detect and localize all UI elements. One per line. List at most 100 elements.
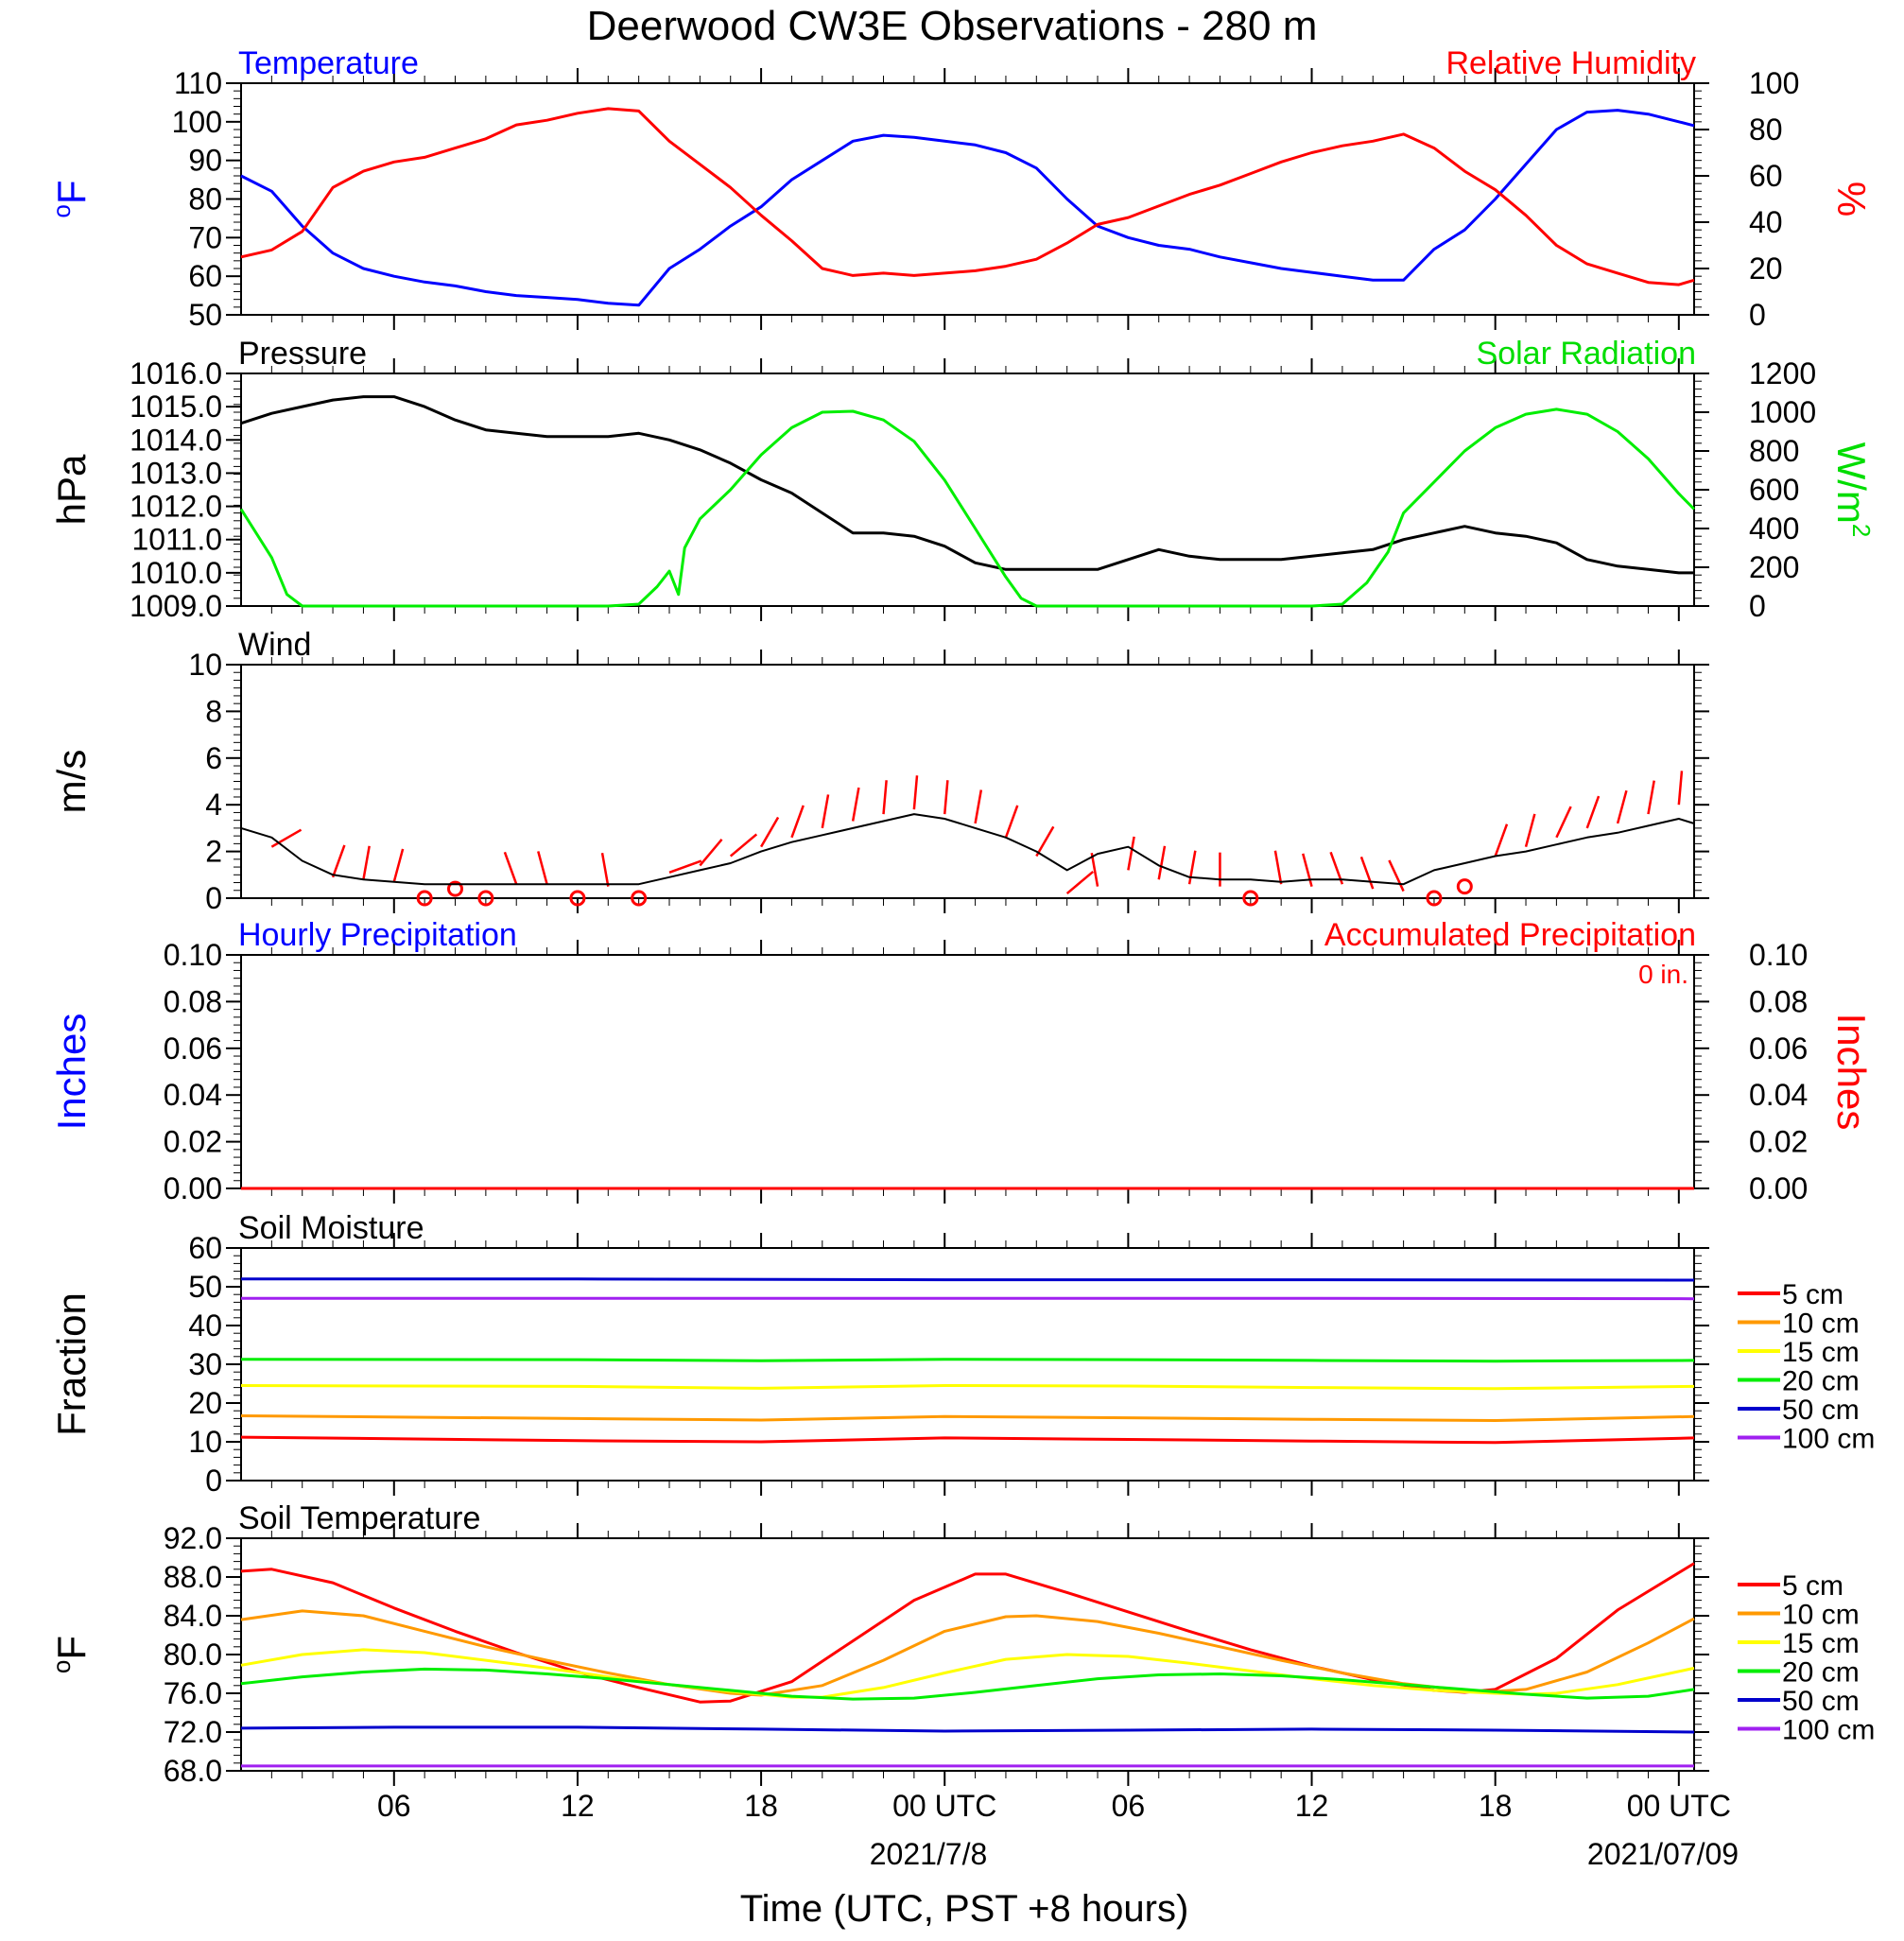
series-line-5-cm (240, 1435, 1695, 1445)
series-line-solar-radiation (239, 407, 1696, 608)
wind-barb (1585, 795, 1601, 829)
wind-barb-calm (477, 890, 494, 907)
wind-barb (362, 845, 371, 880)
legend-label: 5 cm (1782, 1279, 1843, 1310)
wind-barb-calm (631, 890, 648, 907)
y-tick-label-left: 100 (172, 105, 222, 139)
wind-barb (1004, 805, 1019, 839)
y-tick-label-right: 0.04 (1749, 1078, 1808, 1112)
x-tick-label: 12 (561, 1789, 595, 1823)
y-tick-label-right: 0 (1749, 298, 1766, 332)
y-tick-label-left: 0 (205, 881, 222, 915)
legend-label: 50 cm (1782, 1686, 1860, 1717)
y-tick-label-left: 80 (188, 182, 222, 217)
y-tick-label-right: 0 (1749, 589, 1766, 623)
y-tick-label-left: 1013.0 (130, 456, 222, 490)
y-tick-label-right: 0.00 (1749, 1171, 1808, 1205)
wind-barb (790, 805, 805, 839)
y-tick-label-left: 1011.0 (132, 523, 223, 557)
series-line-10-cm (240, 1414, 1695, 1422)
y-axis-label-left: oF (47, 180, 94, 217)
wind-barb-calm (1456, 878, 1473, 895)
y-tick-label-left: 30 (188, 1347, 222, 1381)
y-axis-label-right: Inches (1829, 1014, 1874, 1131)
series-line-relative-humidity (240, 107, 1695, 286)
plot-frame (240, 664, 1695, 899)
series-line-pressure (240, 395, 1694, 575)
wind-barb (668, 859, 702, 875)
wind-barb (699, 839, 723, 867)
legend-label: 5 cm (1782, 1570, 1843, 1602)
y-tick-label-right: 0.06 (1749, 1031, 1808, 1066)
panel-4: 0.10 0.08 0.06 0.04 0.02 0.00 0.10 0.08 0.06 0.04… (49, 917, 1874, 1205)
wind-barb (1647, 780, 1655, 815)
panel-title-right: Solar Radiation (1477, 336, 1696, 372)
x-tick-label: 12 (1295, 1789, 1329, 1823)
wind-barb (1677, 771, 1684, 806)
y-tick-label-right: 0.10 (1749, 938, 1808, 972)
x-tick-label: 00 UTC (892, 1789, 996, 1823)
y-tick-label-right: 60 (1749, 159, 1783, 193)
wind-barb (270, 828, 303, 848)
legend-label: 15 cm (1782, 1337, 1860, 1368)
plot-frame (240, 82, 1695, 316)
series-line-20-cm (240, 1358, 1695, 1363)
y-tick-label-right: 0.02 (1749, 1125, 1808, 1159)
wind-barb (851, 787, 860, 822)
series-line-15-cm (240, 1648, 1695, 1699)
wind-barb (537, 851, 548, 885)
y-tick-label-left: 68.0 (164, 1754, 222, 1788)
y-tick-label-left: 110 (174, 66, 222, 100)
wind-barb (1359, 856, 1375, 890)
y-tick-label-right: 200 (1749, 550, 1799, 584)
y-tick-label-left: 6 (205, 741, 222, 775)
y-tick-label-left: 0 (205, 1464, 222, 1498)
y-axis-label-left: oF (47, 1636, 94, 1673)
y-tick-label-left: 60 (188, 259, 222, 293)
wind-barb-calm (416, 890, 433, 907)
panel-title-left: Wind (238, 627, 311, 663)
y-tick-label-left: 70 (188, 220, 222, 254)
y-tick-label-right: 400 (1749, 511, 1799, 546)
series-line-temperature (240, 109, 1695, 307)
plot-frame (240, 1247, 1695, 1482)
panel-title-left: Soil Temperature (238, 1500, 480, 1536)
series-line-10-cm (240, 1609, 1695, 1697)
y-axis-label-right: % (1829, 182, 1874, 217)
x-tick-label: 18 (744, 1789, 778, 1823)
y-axis-label-superscript: o (47, 204, 76, 217)
y-tick-label-left: 4 (205, 788, 222, 822)
wind-barb (1065, 870, 1095, 895)
y-tick-label-right: 0.08 (1749, 984, 1808, 1018)
plot-frame (240, 1537, 1695, 1772)
y-tick-label-left: 0.06 (164, 1031, 222, 1066)
wind-barb (1157, 845, 1167, 880)
y-tick-label-left: 60 (188, 1231, 222, 1265)
y-tick-label-left: 10 (188, 648, 222, 682)
y-tick-label-left: 1014.0 (130, 423, 222, 457)
legend-label: 15 cm (1782, 1628, 1860, 1659)
y-tick-label-right: 1200 (1749, 356, 1816, 390)
y-tick-label-left: 92.0 (164, 1521, 222, 1555)
y-tick-label-left: 2 (205, 835, 222, 869)
wind-barb (821, 794, 830, 829)
x-tick-labels: 06 12 18 00 UTC 06 12 18 00 UTC (377, 1789, 1731, 1823)
series-line-20-cm (240, 1667, 1695, 1701)
x-tick-label: 00 UTC (1627, 1789, 1731, 1823)
accumulated-annotation: 0 in. (1638, 960, 1688, 989)
x-axis: 06 12 18 00 UTC 06 12 18 00 UTC 2021/7/8 2021/0… (377, 1789, 1739, 1930)
wind-barb (1187, 850, 1197, 885)
y-tick-label-left: 72.0 (164, 1715, 222, 1749)
y-axis-label-right-superscript: 2 (1847, 524, 1876, 537)
y-tick-label-left: 50 (188, 298, 222, 332)
y-axis-label-right: W/m2 (1829, 442, 1876, 538)
y-axis-label-superscript: o (47, 1660, 76, 1673)
series-line-5-cm (240, 1562, 1695, 1704)
y-tick-label-left: 1010.0 (130, 556, 222, 590)
y-axis-label-text: F (49, 180, 94, 204)
y-tick-label-right: 1000 (1749, 395, 1816, 429)
series-line-50-cm (240, 1725, 1695, 1734)
figure-title: Deerwood CW3E Observations - 280 m (587, 3, 1318, 49)
panel-title-left: Pressure (238, 336, 367, 372)
